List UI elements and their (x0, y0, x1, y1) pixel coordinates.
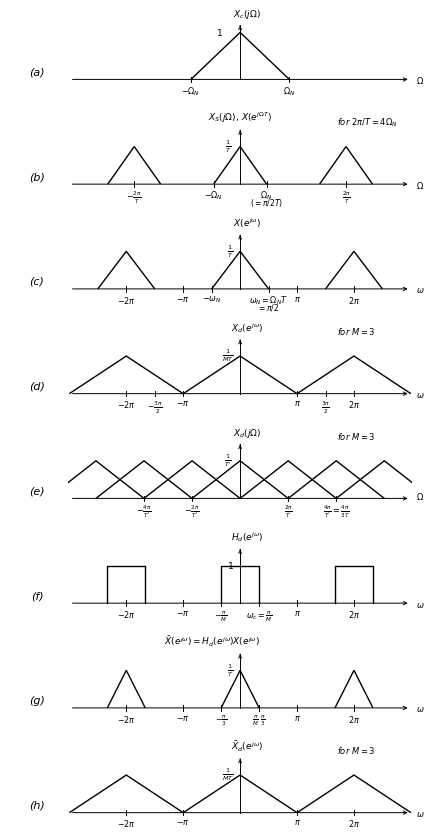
Text: $\Omega_N$: $\Omega_N$ (283, 85, 295, 97)
Text: (b): (b) (29, 172, 45, 182)
Text: $\frac{1}{T}$: $\frac{1}{T}$ (227, 243, 234, 260)
Text: $=\pi/2$: $=\pi/2$ (258, 302, 280, 313)
Text: $-\frac{2\pi}{T'}$: $-\frac{2\pi}{T'}$ (184, 504, 200, 520)
Text: $2\pi$: $2\pi$ (348, 608, 360, 620)
Text: $-\frac{4\pi}{T'}$: $-\frac{4\pi}{T'}$ (136, 504, 152, 520)
Text: $-\pi$: $-\pi$ (176, 294, 190, 303)
Text: $-2\pi$: $-2\pi$ (117, 608, 136, 620)
Text: $\pi$: $\pi$ (294, 399, 300, 408)
Text: $\omega{=}\Omega T$: $\omega{=}\Omega T$ (416, 284, 425, 295)
Text: $-\frac{2\pi}{T}$: $-\frac{2\pi}{T}$ (126, 189, 142, 206)
Text: $-\pi$: $-\pi$ (176, 818, 190, 827)
Text: $2\pi$: $2\pi$ (348, 399, 360, 411)
Text: $\Omega$: $\Omega$ (416, 75, 424, 85)
Text: $2\pi$: $2\pi$ (348, 818, 360, 830)
Text: $\omega{=}\Omega T$: $\omega{=}\Omega T$ (416, 703, 425, 714)
Text: $-\Omega_N$: $-\Omega_N$ (181, 85, 201, 97)
Text: (d): (d) (29, 381, 45, 391)
Text: $-2\pi$: $-2\pi$ (117, 713, 136, 725)
Text: $\Omega$: $\Omega$ (416, 179, 424, 190)
Text: $-\frac{\pi}{3}$: $-\frac{\pi}{3}$ (215, 713, 227, 728)
Text: $\frac{1}{T}$: $\frac{1}{T}$ (227, 662, 234, 679)
Text: (a): (a) (29, 67, 45, 77)
Text: $for\ 2\pi/T = 4\Omega_N$: $for\ 2\pi/T = 4\Omega_N$ (337, 116, 397, 129)
Text: $1$: $1$ (227, 560, 234, 571)
Text: $(=\pi/2T)$: $(=\pi/2T)$ (250, 197, 283, 210)
Text: $-\pi$: $-\pi$ (176, 399, 190, 408)
Text: $\frac{2\pi}{T'}$: $\frac{2\pi}{T'}$ (283, 504, 293, 520)
Text: $X_d(e^{j\omega})$: $X_d(e^{j\omega})$ (231, 321, 263, 335)
Text: $H_d(e^{j\omega})$: $H_d(e^{j\omega})$ (231, 530, 263, 545)
Text: $-\frac{\pi}{M}$: $-\frac{\pi}{M}$ (214, 608, 228, 623)
Text: $\bar{X}(e^{j\omega})=H_d(e^{j\omega})X(e^{j\omega})$: $\bar{X}(e^{j\omega})=H_d(e^{j\omega})X(… (164, 634, 261, 649)
Text: $\frac{1}{T}$: $\frac{1}{T}$ (224, 138, 231, 155)
Text: $\omega{=}\Omega T'$: $\omega{=}\Omega T'$ (416, 389, 425, 400)
Text: $\Omega_N$: $\Omega_N$ (261, 189, 273, 202)
Text: $\frac{2\pi}{T}$: $\frac{2\pi}{T}$ (342, 189, 351, 206)
Text: (f): (f) (31, 591, 43, 601)
Text: $2\pi$: $2\pi$ (348, 713, 360, 725)
Text: $X_c(j\Omega)$: $X_c(j\Omega)$ (233, 8, 261, 21)
Text: (h): (h) (29, 800, 45, 810)
Text: $-\Omega_N$: $-\Omega_N$ (204, 189, 223, 202)
Text: $2\pi$: $2\pi$ (348, 294, 360, 306)
Text: (c): (c) (30, 277, 45, 287)
Text: $-2\pi$: $-2\pi$ (117, 818, 136, 830)
Text: $X_S(j\Omega),\,X(e^{j\Omega T})$: $X_S(j\Omega),\,X(e^{j\Omega T})$ (208, 111, 272, 126)
Text: $\pi$: $\pi$ (294, 294, 300, 303)
Text: (e): (e) (29, 486, 45, 496)
Text: $\frac{3\pi}{2}$: $\frac{3\pi}{2}$ (321, 399, 330, 416)
Text: $1$: $1$ (216, 27, 223, 38)
Text: $for\ M{=}3$: $for\ M{=}3$ (337, 326, 375, 337)
Text: $-\omega_N$: $-\omega_N$ (202, 294, 221, 305)
Text: $\pi$: $\pi$ (294, 818, 300, 827)
Text: $-2\pi$: $-2\pi$ (117, 294, 136, 306)
Text: $\omega{=}\Omega T$: $\omega{=}\Omega T$ (416, 598, 425, 609)
Text: $\omega{=}\Omega T'$: $\omega{=}\Omega T'$ (416, 808, 425, 819)
Text: $for\ M{=}3$: $for\ M{=}3$ (337, 745, 375, 756)
Text: $\frac{1}{T'}$: $\frac{1}{T'}$ (224, 453, 232, 469)
Text: (g): (g) (29, 696, 45, 706)
Text: $\frac{1}{MT}$: $\frac{1}{MT}$ (222, 767, 234, 784)
Text: $\frac{\pi}{M}\ \frac{\pi}{3}$: $\frac{\pi}{M}\ \frac{\pi}{3}$ (252, 713, 266, 728)
Text: $\omega_c{=}\frac{\pi}{M}$: $\omega_c{=}\frac{\pi}{M}$ (246, 608, 272, 623)
Text: $\pi$: $\pi$ (294, 713, 300, 722)
Text: $for\ M{=}3$: $for\ M{=}3$ (337, 431, 375, 442)
Text: $-\pi$: $-\pi$ (176, 713, 190, 722)
Text: $X_d(j\Omega)$: $X_d(j\Omega)$ (233, 427, 261, 440)
Text: $\frac{1}{MT}$: $\frac{1}{MT}$ (222, 348, 234, 365)
Text: $-2\pi$: $-2\pi$ (117, 399, 136, 411)
Text: $X(e^{j\omega})$: $X(e^{j\omega})$ (233, 217, 261, 230)
Text: $\Omega{=}\frac{\omega}{T'}$: $\Omega{=}\frac{\omega}{T'}$ (416, 492, 425, 507)
Text: $-\pi$: $-\pi$ (176, 608, 190, 618)
Text: $\omega_N{=}\Omega_N T$: $\omega_N{=}\Omega_N T$ (249, 294, 288, 307)
Text: $\pi$: $\pi$ (294, 608, 300, 618)
Text: $\bar{X}_d(e^{j\omega})$: $\bar{X}_d(e^{j\omega})$ (231, 739, 263, 754)
Text: $-\frac{3\pi}{2}$: $-\frac{3\pi}{2}$ (147, 399, 163, 416)
Text: $\frac{4\pi}{T'}{=}\frac{4\pi}{3T}$: $\frac{4\pi}{T'}{=}\frac{4\pi}{3T}$ (323, 504, 350, 520)
